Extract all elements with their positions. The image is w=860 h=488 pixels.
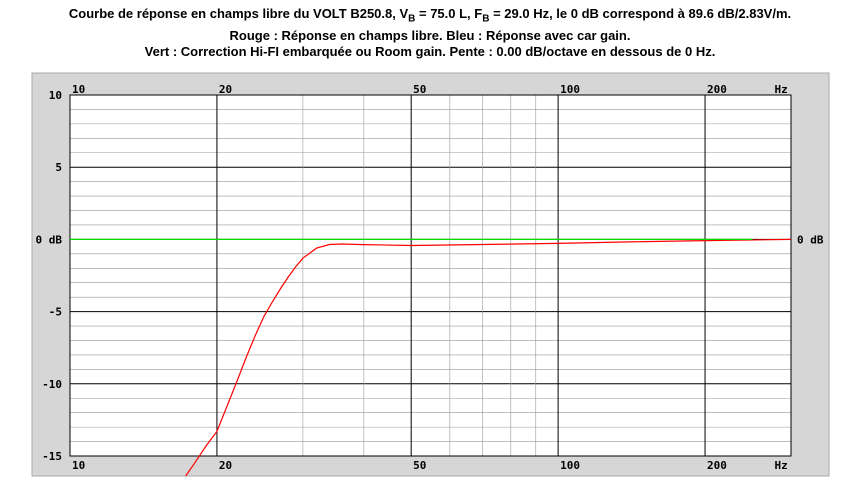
y-tick-label-left: 10: [49, 89, 62, 102]
series-layer: [70, 238, 792, 476]
y-tick-label-left: 0 dB: [36, 233, 63, 246]
x-tick-label-bottom: 10: [72, 459, 85, 472]
plot-area: [70, 95, 791, 456]
tick-labels: 10 10 20 20 50 50 100 100 200 200 Hz Hz 10 5 0 dB -5 -10…: [36, 83, 824, 472]
y-tick-label-left: -5: [49, 306, 62, 319]
chart-title-line-3: Vert : Correction Hi-FI embarquée ou Roo…: [144, 44, 716, 59]
x-tick-label-bottom: 20: [219, 459, 232, 472]
x-tick-label-bottom: Hz: [775, 459, 788, 472]
x-tick-label-bottom: 50: [413, 459, 426, 472]
x-tick-label-bottom: 100: [560, 459, 580, 472]
x-tick-label-top: 10: [72, 83, 85, 96]
plot-border: [69, 94, 792, 457]
y-tick-label-left: 5: [55, 161, 62, 174]
y-tick-label-left: -10: [42, 378, 62, 391]
x-tick-label-top: 200: [707, 83, 727, 96]
y-tick-label-right: 0 dB: [797, 233, 824, 246]
x-tick-label-bottom: 200: [707, 459, 727, 472]
x-tick-label-top: 20: [219, 83, 232, 96]
x-tick-label-top: 50: [413, 83, 426, 96]
x-tick-label-top: Hz: [775, 83, 788, 96]
y-tick-label-left: -15: [42, 450, 62, 463]
chart-title-line-1: Courbe de réponse en champs libre du VOL…: [68, 6, 792, 25]
x-tick-label-top: 100: [560, 83, 580, 96]
series-line-red: [184, 238, 792, 476]
chart-title-line-2: Rouge : Réponse en champs libre. Bleu : …: [229, 28, 631, 43]
